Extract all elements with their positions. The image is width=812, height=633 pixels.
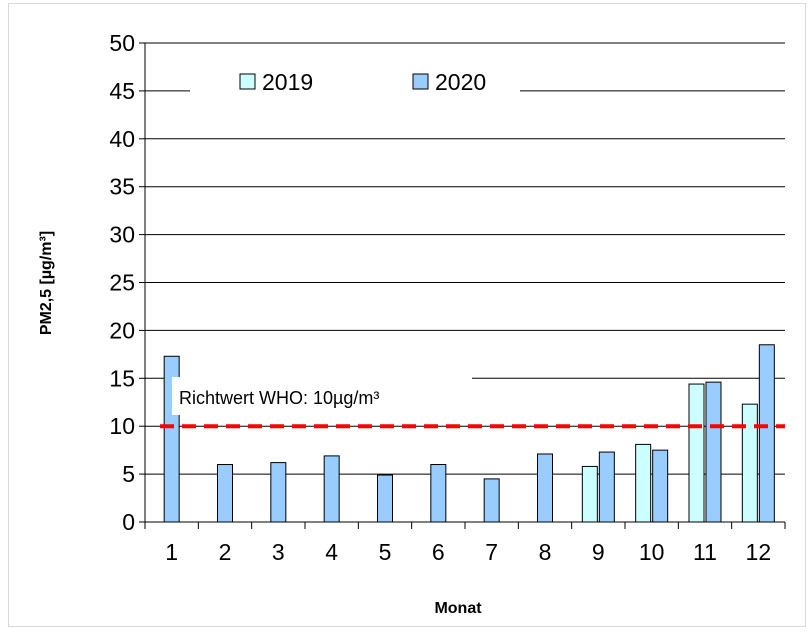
bar-2020 — [430, 464, 447, 523]
y-axis-title: PM2,5 [µg/m³] — [38, 231, 55, 335]
y-tick-label: 45 — [109, 78, 135, 104]
reference-line-group: Richtwert WHO: 10µg/m³ — [160, 377, 785, 429]
x-tick-label: 11 — [693, 539, 717, 565]
y-tick-label: 35 — [109, 174, 135, 200]
x-tick-label: 2 — [219, 539, 232, 565]
legend-swatch-2020 — [412, 73, 429, 90]
bar-2020 — [483, 478, 500, 523]
x-tick-label: 6 — [432, 539, 445, 565]
bar-2020 — [323, 455, 340, 523]
x-tick-label: 12 — [746, 539, 772, 565]
bar-2020 — [598, 451, 615, 523]
bar-2020 — [705, 381, 722, 523]
y-tick-label: 30 — [109, 222, 135, 248]
bar-2020 — [377, 474, 393, 523]
x-tick-label: 4 — [325, 539, 338, 565]
reference-label-background — [172, 377, 472, 415]
legend-label-2020: 2020 — [435, 69, 486, 95]
bars — [163, 344, 775, 523]
x-tick-label: 7 — [485, 539, 498, 565]
bar-2019 — [635, 443, 652, 523]
bar-2020 — [537, 453, 553, 523]
legend-label-2019: 2019 — [262, 69, 313, 95]
x-tick-label: 9 — [592, 539, 605, 565]
legend: 2019 2020 — [190, 58, 520, 108]
bar-2020 — [652, 449, 669, 523]
bar-2019 — [741, 403, 758, 523]
y-tick-label: 15 — [109, 365, 135, 391]
x-tick-label: 5 — [379, 539, 392, 565]
y-tick-label: 10 — [109, 413, 135, 439]
bar-2019 — [688, 383, 705, 523]
y-tick-label: 20 — [109, 317, 135, 343]
bar-2020 — [758, 344, 775, 523]
y-tick-label: 25 — [109, 270, 135, 296]
x-tick-label: 1 — [165, 539, 178, 565]
legend-swatch-2019 — [239, 73, 256, 90]
y-tick-label: 40 — [109, 126, 135, 152]
y-tick-label: 5 — [122, 461, 135, 487]
x-tick-label: 3 — [272, 539, 285, 565]
x-axis-title: Monat — [434, 600, 482, 617]
reference-line-label: Richtwert WHO: 10µg/m³ — [179, 388, 379, 408]
x-tick-label: 8 — [539, 539, 552, 565]
bar-2020 — [217, 464, 233, 523]
bar-2019 — [581, 465, 598, 523]
y-tick-label: 50 — [109, 30, 135, 56]
y-tick-label: 0 — [122, 509, 135, 535]
bar-2020 — [270, 462, 287, 523]
x-tick-label: 10 — [639, 539, 665, 565]
